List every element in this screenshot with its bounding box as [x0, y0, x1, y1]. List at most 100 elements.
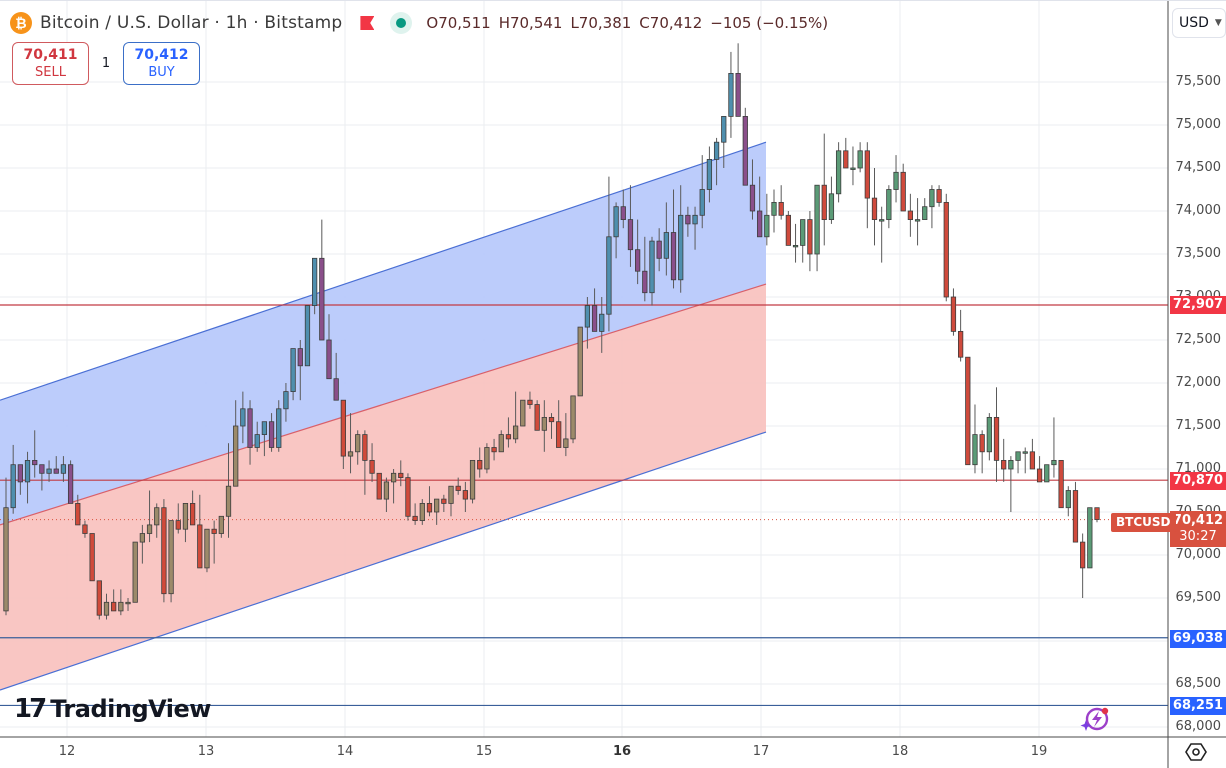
candle — [111, 601, 117, 612]
candle — [957, 330, 964, 358]
lightning-sparkle-icon[interactable] — [1078, 704, 1114, 734]
candle — [1022, 451, 1028, 454]
time-tick-label: 18 — [891, 744, 909, 759]
settings-gear-icon[interactable] — [1185, 741, 1207, 763]
candle — [355, 434, 361, 453]
candle — [448, 485, 454, 504]
candle — [297, 348, 303, 367]
candle — [161, 507, 167, 595]
candle — [362, 434, 368, 461]
candle — [843, 150, 849, 169]
chevron-down-icon: ▼ — [1214, 18, 1222, 28]
currency-select[interactable]: USD ▼ — [1172, 8, 1226, 38]
candle — [512, 425, 519, 440]
candle — [390, 472, 397, 483]
candle — [469, 459, 476, 500]
candle — [60, 464, 67, 474]
candle — [139, 533, 146, 543]
candle — [1058, 459, 1064, 509]
candle — [972, 434, 978, 466]
candle — [950, 296, 957, 332]
candle — [1008, 459, 1014, 470]
candle — [103, 601, 110, 616]
symbol-title[interactable]: Bitcoin / U.S. Dollar · 1h · Bitstamp — [40, 13, 343, 33]
candle — [89, 533, 95, 582]
candle — [742, 116, 748, 186]
candle — [398, 472, 404, 478]
candle — [118, 601, 124, 612]
candle — [541, 416, 547, 431]
market-status-icon[interactable] — [390, 12, 413, 34]
sell-button[interactable]: 70,411 SELL — [12, 42, 89, 85]
candle — [283, 391, 289, 410]
candle — [721, 116, 727, 143]
candle — [347, 451, 354, 457]
time-tick-label: 15 — [475, 744, 493, 759]
candle — [132, 541, 138, 603]
candle — [168, 520, 174, 595]
candle — [53, 468, 59, 474]
resistance-tag-2: 70,870 — [1170, 472, 1226, 490]
time-tick-label: 14 — [336, 744, 354, 759]
quantity-value[interactable]: 1 — [101, 56, 111, 71]
time-tick-label: 12 — [58, 744, 76, 759]
candle — [484, 447, 490, 470]
candle — [498, 434, 504, 453]
candle — [204, 528, 210, 569]
candle — [993, 416, 1000, 461]
candle — [82, 524, 88, 534]
candle — [807, 219, 813, 255]
ohlc-high: H70,541 — [498, 14, 563, 32]
candle — [635, 249, 641, 272]
ohlc-open: O70,511 — [426, 14, 491, 32]
candle — [584, 305, 591, 328]
candle — [154, 507, 160, 526]
price-tick-label: 72,000 — [1175, 375, 1222, 390]
candle — [922, 206, 928, 220]
candle — [699, 189, 705, 216]
candle — [620, 206, 626, 220]
candle — [570, 395, 576, 440]
candle — [936, 189, 942, 203]
tradingview-watermark[interactable]: 17 TradingView — [14, 694, 211, 724]
candle — [491, 447, 497, 453]
candle — [376, 472, 382, 500]
candle — [577, 326, 583, 397]
price-tick-label: 73,500 — [1175, 246, 1222, 261]
ohlc-low: L70,381 — [570, 14, 632, 32]
candle — [900, 171, 906, 212]
candle — [929, 189, 935, 208]
candle — [548, 416, 555, 423]
price-tick-label: 68,500 — [1175, 676, 1222, 691]
candle — [261, 421, 268, 436]
candle — [412, 515, 418, 521]
candle — [599, 313, 605, 332]
price-tick-label: 72,500 — [1175, 332, 1222, 347]
candle — [757, 210, 763, 238]
time-tick-label: 16 — [612, 744, 632, 759]
candle — [764, 214, 770, 238]
flag-icon[interactable] — [360, 16, 374, 30]
candle — [1087, 507, 1093, 569]
candle — [146, 524, 153, 534]
candle — [800, 219, 806, 246]
candle — [706, 158, 713, 190]
candle — [304, 305, 311, 367]
candle — [175, 520, 181, 530]
candle — [685, 214, 691, 225]
price-tick-label: 68,000 — [1175, 719, 1222, 734]
price-tick-label: 71,500 — [1175, 418, 1222, 433]
candle — [979, 434, 985, 453]
ohlc-change: −105 (−0.15%) — [710, 14, 829, 32]
candle — [405, 477, 411, 517]
candle — [556, 421, 562, 448]
candle — [290, 348, 296, 393]
candle — [728, 73, 734, 117]
candle — [326, 339, 332, 380]
candle — [189, 502, 196, 526]
buy-button[interactable]: 70,412 BUY — [123, 42, 200, 85]
candle — [10, 464, 16, 509]
sell-label: SELL — [35, 64, 66, 80]
candle — [477, 459, 483, 470]
